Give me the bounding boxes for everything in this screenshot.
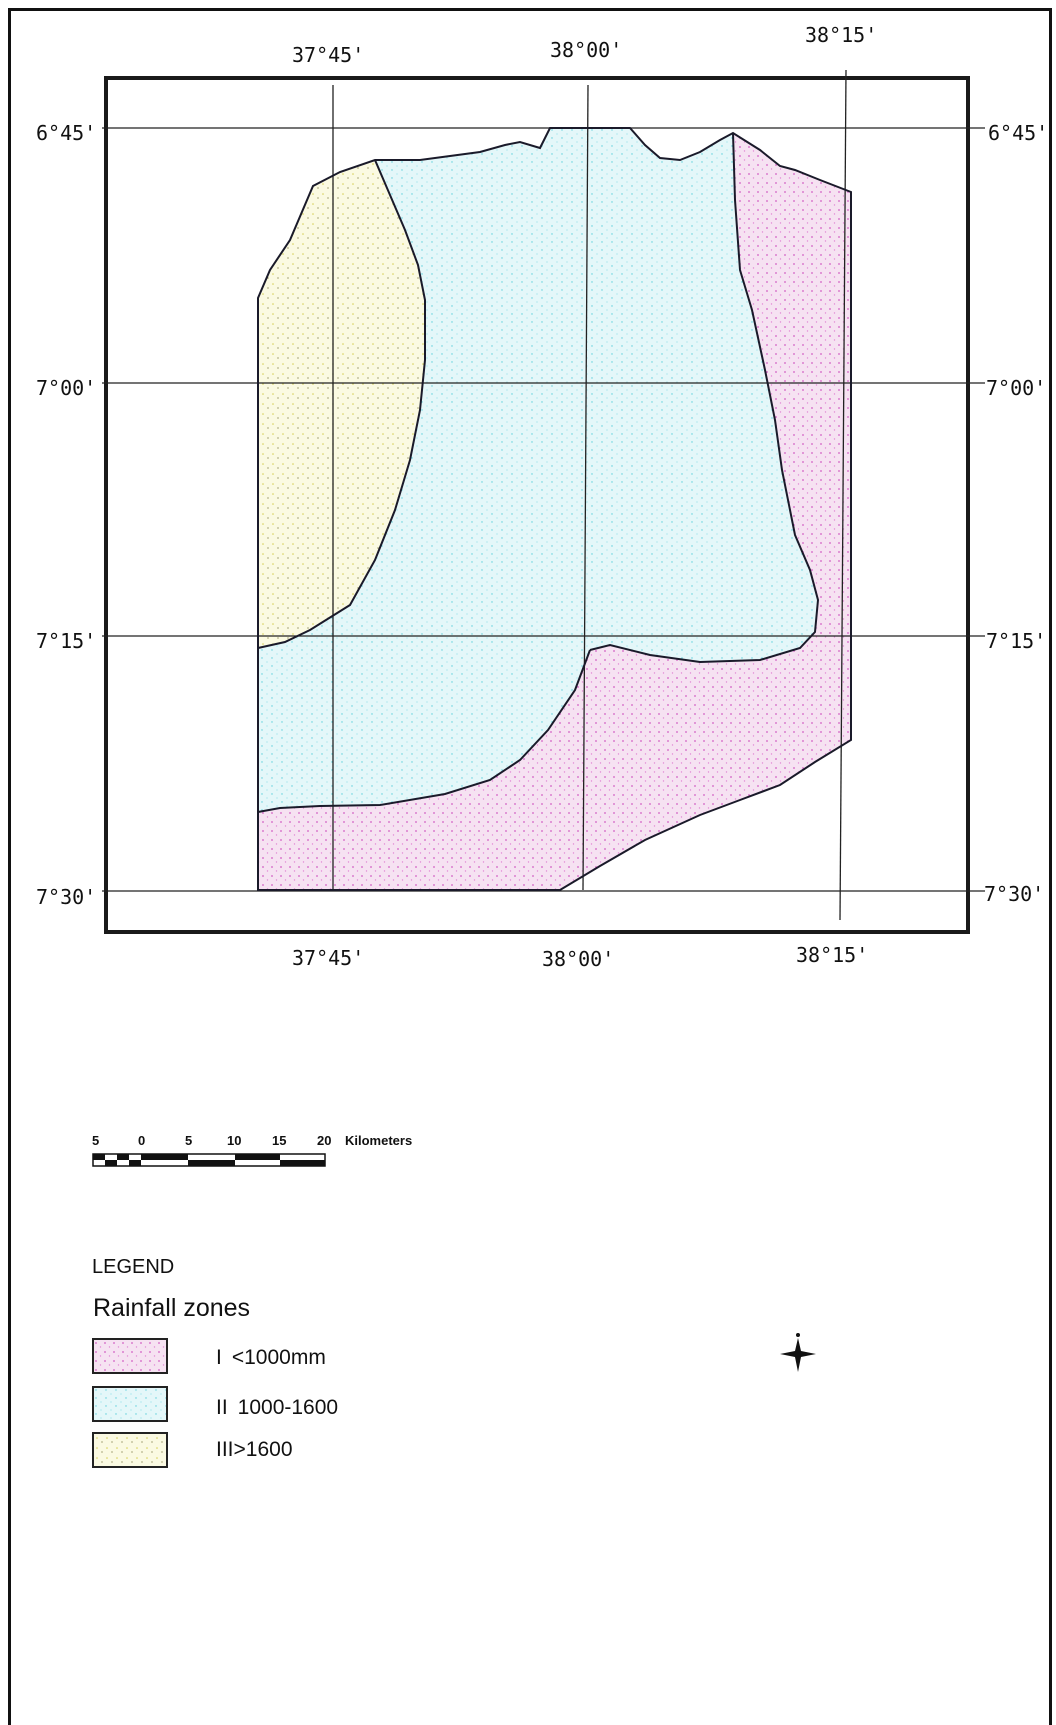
scale-bar-graphic	[92, 1153, 326, 1167]
legend-subtitle: Rainfall zones	[93, 1294, 251, 1322]
graticule-lines	[102, 69, 985, 921]
lat-label-right: 7°00'	[986, 376, 1046, 400]
legend-range: 1000-1600	[237, 1396, 339, 1419]
page-frame	[8, 8, 1052, 1725]
lon-label-top: 37°45'	[292, 43, 364, 67]
north-arrow-icon	[780, 1333, 816, 1372]
scale-tick-label: 15	[272, 1133, 287, 1148]
zone-I-area	[258, 133, 851, 890]
lat-label-right: 7°30'	[984, 882, 1044, 906]
lon-label-bottom: 37°45'	[292, 946, 364, 970]
lon-label-top: 38°00'	[550, 38, 622, 62]
scale-tick-label: 10	[227, 1133, 242, 1148]
legend-title: LEGEND	[92, 1256, 175, 1278]
legend-range: <1000mm	[231, 1346, 326, 1369]
legend-label-zone-I: I <1000mm	[216, 1346, 326, 1370]
legend-roman: II	[216, 1396, 228, 1419]
zone-boundary-II-I-east	[589, 132, 820, 664]
legend-swatch-zone-II	[92, 1386, 168, 1422]
lat-label-left: 6°45'	[36, 121, 96, 145]
legend-roman: I	[216, 1346, 222, 1369]
lat-label-left: 7°30'	[36, 885, 96, 909]
legend-label-zone-II: II 1000-1600	[216, 1396, 338, 1420]
lat-label-right: 6°45'	[988, 121, 1048, 145]
lon-label-bottom: 38°15'	[796, 943, 868, 967]
legend-range: >1600	[233, 1438, 293, 1461]
scale-unit-label: Kilometers	[345, 1133, 413, 1148]
scale-tick-label: 20	[317, 1133, 332, 1148]
lon-label-bottom: 38°00'	[542, 947, 614, 971]
map-outer-border	[104, 76, 970, 934]
scale-tick-label: 5	[185, 1133, 193, 1148]
meridian-38-15	[839, 69, 847, 921]
legend-swatch-zone-III	[92, 1432, 168, 1468]
zone-II-area	[258, 128, 818, 812]
lat-label-left: 7°15'	[36, 629, 96, 653]
zone-boundary-III-II	[257, 159, 426, 649]
legend-roman: III	[216, 1438, 234, 1461]
legend-swatch-zone-I	[92, 1338, 168, 1374]
lat-label-right: 7°15'	[986, 629, 1046, 653]
study-area-outline	[257, 127, 852, 891]
lat-label-left: 7°00'	[36, 376, 96, 400]
scale-tick-label: 5	[92, 1133, 100, 1148]
zone-III-area	[258, 160, 425, 648]
zone-boundary-II-I-south	[257, 649, 591, 813]
lon-label-top: 38°15'	[805, 23, 877, 47]
legend-label-zone-III: III>1600	[216, 1438, 293, 1462]
rainfall-zone-map: 37°45' 38°00' 38°15' 37°45' 38°00' 38°15…	[36, 23, 1048, 971]
meridian-38-00	[582, 84, 589, 891]
scale-tick-label: 0	[138, 1133, 146, 1148]
